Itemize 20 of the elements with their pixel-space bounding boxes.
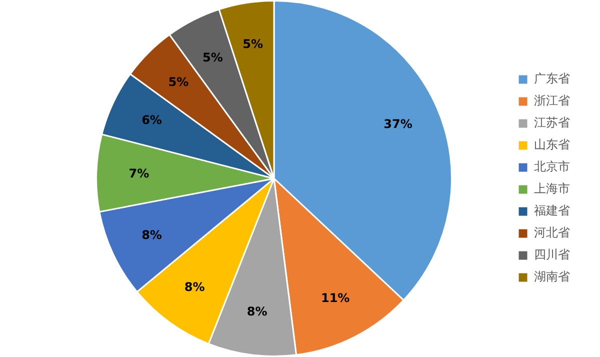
legend-label: 福建省 [534,204,570,218]
data-label: 5% [242,37,264,52]
data-label: 5% [168,75,189,90]
data-label: 8% [246,304,268,319]
legend-label: 上海市 [534,182,570,196]
legend-label: 江苏省 [534,116,570,130]
legend-label: 河北省 [534,226,570,240]
data-label: 7% [128,166,150,180]
data-label: 5% [202,50,223,64]
data-label: 6% [142,113,162,128]
data-label: 37% [384,116,412,131]
data-label: 11% [320,290,350,305]
legend-label: 山东省 [534,138,570,152]
legend-label: 浙江省 [534,94,570,108]
legend-label: 四川省 [534,248,570,262]
data-label: 8% [184,280,205,294]
legend-label: 广东省 [534,72,570,86]
legend-label: 北京市 [534,160,570,174]
data-label: 8% [142,228,162,242]
legend-label: 湖南省 [534,270,570,284]
